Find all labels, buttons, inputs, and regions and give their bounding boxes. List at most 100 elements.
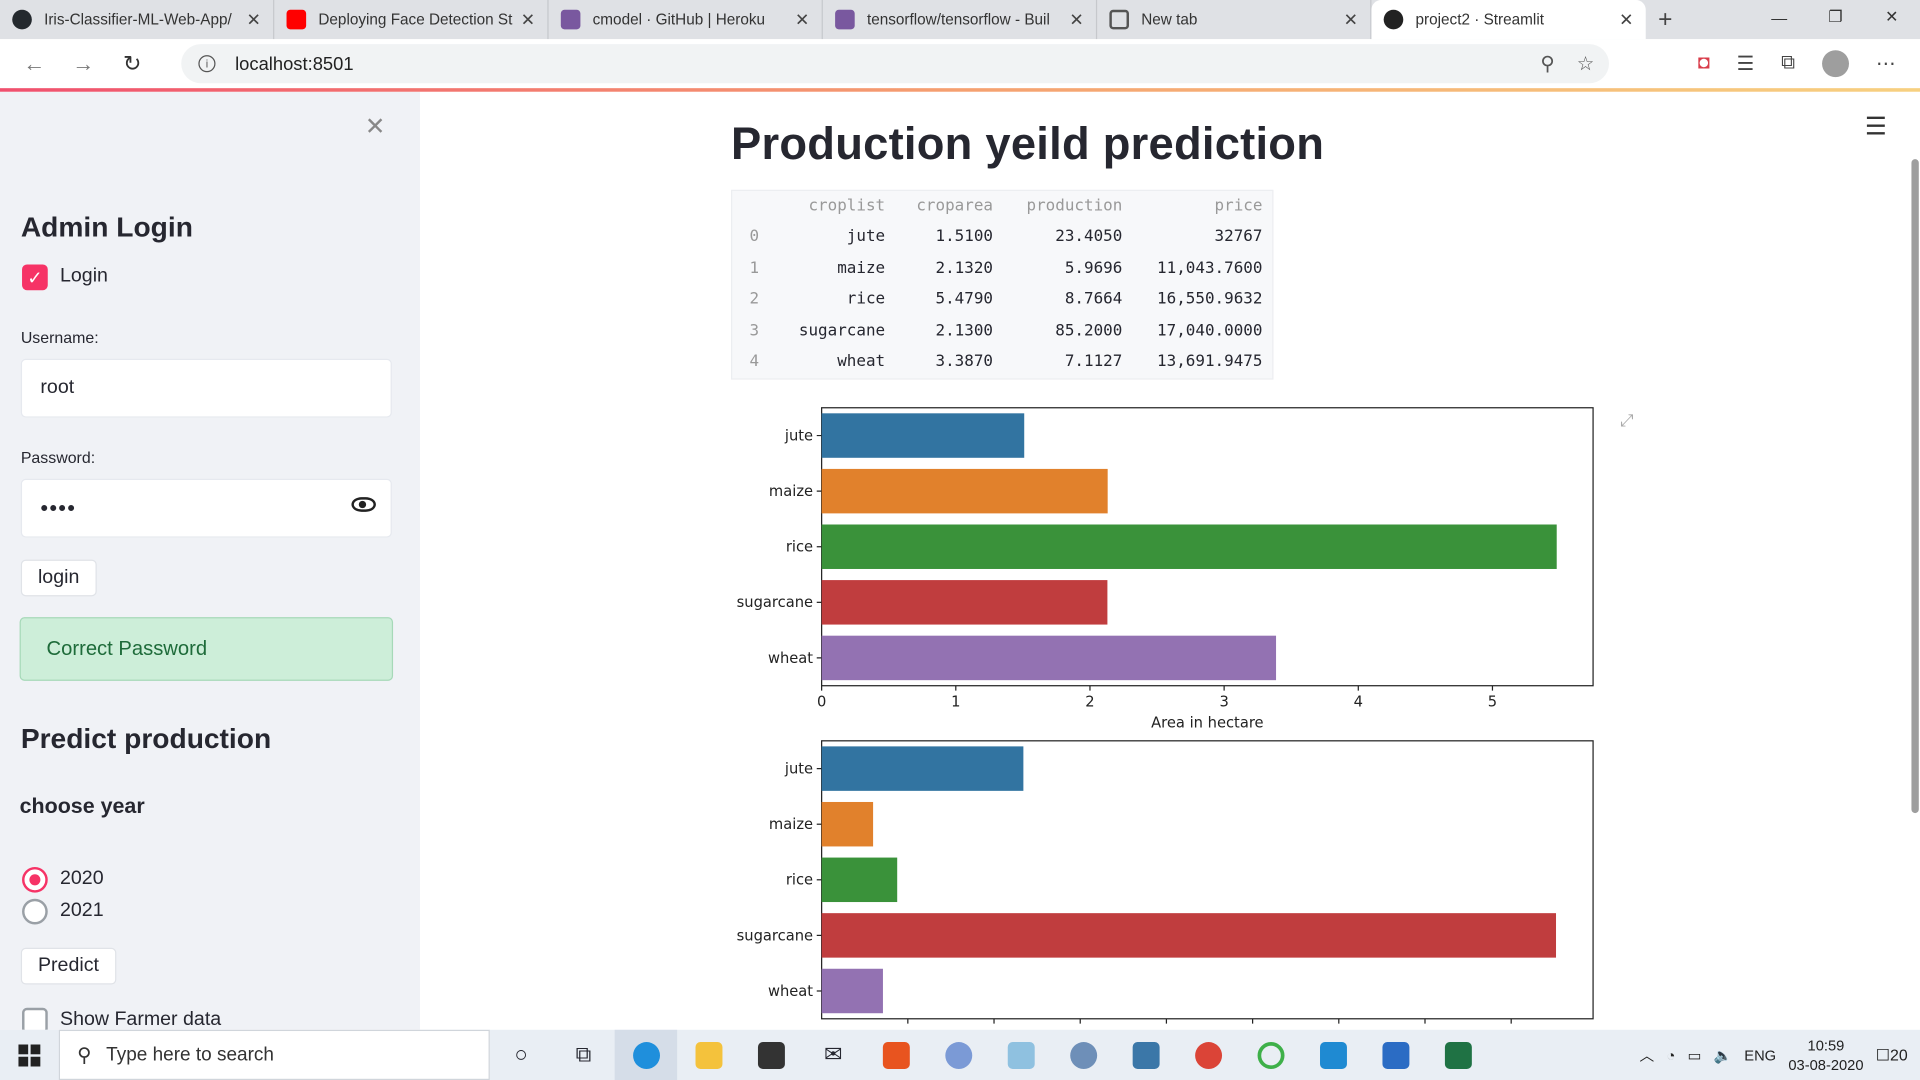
chevron-up-icon[interactable]: ︿ (1639, 1046, 1655, 1065)
close-icon[interactable]: ✕ (1069, 9, 1084, 29)
login-checkbox[interactable]: ✓ (22, 264, 48, 291)
close-icon[interactable]: ✕ (1619, 9, 1634, 29)
bar (821, 968, 883, 1014)
store-icon[interactable] (740, 1030, 802, 1080)
language-indicator[interactable]: ENG (1744, 1046, 1777, 1064)
favorites-icon[interactable]: ☰ (1736, 53, 1755, 75)
bar (821, 857, 898, 903)
chrome-icon[interactable] (1177, 1030, 1239, 1080)
fullscreen-icon[interactable]: ⤢ (1620, 410, 1634, 430)
info-icon[interactable]: i (198, 55, 216, 73)
close-icon[interactable]: ✕ (246, 9, 261, 29)
battery-icon[interactable]: ▭ (1687, 1046, 1702, 1064)
notification-app-icon[interactable] (1364, 1030, 1426, 1080)
key-icon[interactable]: ⚲ (1540, 53, 1555, 75)
browser-tab[interactable]: Deploying Face Detection St ✕ (274, 0, 549, 40)
back-icon[interactable]: ← (23, 50, 46, 76)
bar (821, 913, 1557, 958)
username-label: Username: (20, 328, 99, 347)
login-checkbox-label: Login (60, 265, 108, 287)
browser-tab[interactable]: New tab ✕ (1097, 0, 1372, 40)
x-tick-label: 2 (1085, 694, 1094, 711)
address-bar[interactable]: i localhost:8501 ⚲ ☆ (181, 44, 1609, 84)
task-view-icon[interactable]: ⧉ (575, 1042, 592, 1067)
browser-tab-active[interactable]: project2 · Streamlit ✕ (1371, 0, 1646, 40)
close-icon[interactable]: ✕ (795, 9, 810, 29)
python-icon[interactable] (1114, 1030, 1176, 1080)
row-index: 3 (749, 321, 760, 341)
office-icon[interactable] (864, 1030, 926, 1080)
login-button[interactable]: login (20, 559, 97, 597)
close-icon[interactable]: ✕ (520, 9, 536, 29)
row-index: 1 (749, 259, 760, 278)
scrollbar[interactable] (1911, 159, 1919, 814)
notifications-icon[interactable]: ☐20 (1875, 1045, 1908, 1064)
new-tab-button[interactable]: + (1658, 5, 1673, 33)
table-header-row: croplist croparea production price (732, 191, 1272, 222)
profile-avatar[interactable] (1822, 50, 1849, 78)
table-row: 2 rice 5.4790 8.7664 16,550.9632 (732, 284, 1272, 315)
taskbar-search[interactable]: ⚲ Type here to search (58, 1029, 490, 1080)
vscode-icon[interactable] (1302, 1030, 1364, 1080)
radio-2020[interactable] (22, 866, 48, 893)
menu-icon[interactable]: ☰ (1864, 113, 1887, 141)
excel-icon[interactable] (1427, 1030, 1489, 1080)
table-cell: 32767 (1214, 228, 1263, 247)
close-window-icon[interactable]: ✕ (1885, 7, 1899, 26)
close-icon[interactable]: ✕ (1343, 9, 1358, 29)
check-icon: ✓ (27, 267, 43, 289)
browser-tab[interactable]: Iris-Classifier-ML-Web-App/ ✕ (0, 0, 275, 40)
mail-icon[interactable]: ✉ (824, 1042, 843, 1067)
minimize-icon[interactable]: — (1771, 7, 1788, 27)
clock[interactable]: 10:59 03-08-2020 (1788, 1035, 1863, 1074)
more-icon[interactable]: ⋯ (1875, 53, 1896, 75)
eye-icon[interactable] (351, 497, 376, 512)
restore-icon[interactable]: ❐ (1828, 7, 1843, 26)
wifi-icon[interactable]: ◔ (1666, 1046, 1676, 1064)
farmer-data-checkbox[interactable] (22, 1007, 48, 1030)
folder-logo (694, 1041, 722, 1069)
pocket-icon[interactable]: ◘ (1697, 52, 1710, 74)
volume-icon[interactable]: 🔈 (1713, 1046, 1733, 1064)
time: 10:59 (1807, 1036, 1845, 1054)
radio-2021[interactable] (22, 898, 48, 925)
bar (821, 635, 1277, 681)
row-index: 0 (749, 228, 760, 247)
browser-tab[interactable]: cmodel · GitHub | Heroku ✕ (549, 0, 823, 40)
admin-login-heading: Admin Login (20, 210, 193, 243)
file-explorer-icon[interactable] (677, 1030, 739, 1080)
app-icon[interactable] (989, 1030, 1051, 1080)
table-row: 3 sugarcane 2.1300 85.2000 17,040.0000 (732, 315, 1272, 346)
radio-label-2021: 2021 (60, 900, 104, 921)
browser-tab[interactable]: tensorflow/tensorflow - Buil ✕ (823, 0, 1098, 40)
table-row: 1 maize 2.1320 5.9696 11,043.7600 (732, 253, 1272, 284)
password-input[interactable]: •••• (20, 478, 392, 538)
table-cell: 5.4790 (935, 290, 994, 309)
r-icon[interactable] (927, 1030, 989, 1080)
table-cell: 2.1300 (935, 321, 994, 341)
taskbar: ⚲ Type here to search ○ ⧉ ✉ ︿ ◔ ▭ 🔈 ENG … (0, 1029, 1920, 1080)
collections-icon[interactable]: ⧉ (1781, 52, 1796, 74)
vscode-logo (1319, 1041, 1347, 1069)
window-controls: — ❐ ✕ (1751, 0, 1920, 34)
y-tick-label: wheat (768, 983, 813, 1000)
forward-icon[interactable]: → (72, 50, 95, 76)
x-axis-label: Area in hectare (1151, 714, 1263, 731)
bar (821, 746, 1024, 791)
windows-start-icon[interactable] (0, 1030, 59, 1080)
tab-title: project2 · Streamlit (1415, 11, 1544, 29)
anaconda-icon[interactable] (1239, 1030, 1301, 1080)
cortana-icon[interactable]: ○ (514, 1042, 528, 1067)
rstudio-icon[interactable] (1052, 1030, 1114, 1080)
star-icon[interactable]: ☆ (1576, 53, 1595, 75)
refresh-icon[interactable]: ↻ (123, 50, 142, 76)
column-header: croparea (916, 197, 994, 216)
username-input[interactable]: root (20, 358, 392, 418)
r-logo (944, 1041, 972, 1069)
close-icon[interactable]: ✕ (364, 113, 386, 141)
python-logo (1132, 1041, 1159, 1069)
edge-icon[interactable] (614, 1029, 678, 1080)
predict-button[interactable]: Predict (20, 947, 117, 985)
browser-tools: ◘ ☰ ⧉ ⋯ (1698, 39, 1920, 88)
heroku-icon (835, 9, 855, 30)
